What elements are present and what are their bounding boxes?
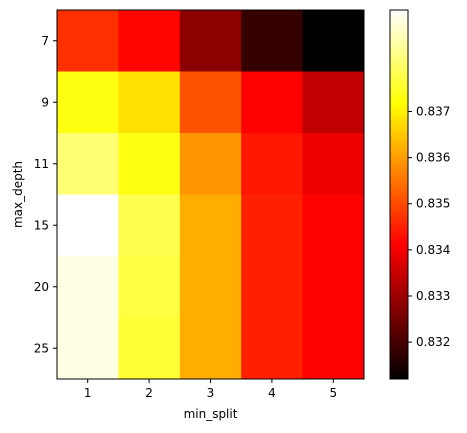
heatmap-cell	[241, 133, 304, 195]
x-tick-label: 5	[329, 386, 337, 400]
y-axis-label: max_depth	[11, 161, 25, 228]
x-tick-label: 1	[84, 386, 92, 400]
heatmap-cell	[118, 71, 181, 134]
heatmap-cell	[118, 317, 181, 380]
heatmap-cell	[302, 317, 365, 380]
heatmap-cell	[57, 133, 119, 195]
heatmap-cell	[179, 133, 242, 195]
x-tick-label: 2	[145, 386, 153, 400]
heatmap-cell	[57, 256, 119, 318]
heatmap-cell	[302, 194, 365, 257]
colorbar-tick-label: 0.834	[416, 243, 450, 257]
heatmap-cell	[302, 10, 365, 72]
heatmap-cell	[179, 256, 242, 318]
heatmap-cell	[302, 71, 365, 134]
heatmap-cell	[179, 10, 242, 72]
colorbar-tick-label: 0.833	[416, 289, 450, 303]
colorbar-tick-label: 0.835	[416, 197, 450, 211]
heatmap-cells	[57, 10, 365, 380]
y-tick-label: 9	[41, 95, 49, 109]
heatmap-cell	[118, 133, 181, 195]
colorbar	[389, 9, 409, 380]
heatmap-cell	[179, 317, 242, 380]
heatmap-cell	[241, 256, 304, 318]
y-tick-label: 25	[34, 341, 49, 355]
colorbar-tick-label: 0.832	[416, 335, 450, 349]
colorbar-tick-label: 0.836	[416, 151, 450, 165]
colorbar-tick-label: 0.837	[416, 104, 450, 118]
heatmap-cell	[118, 10, 181, 72]
heatmap-cell	[302, 256, 365, 318]
x-axis: 1 2 3 4 5	[84, 379, 337, 400]
heatmap-cell	[302, 133, 365, 195]
y-tick-label: 15	[34, 218, 49, 232]
y-tick-label: 7	[41, 34, 49, 48]
heatmap-cell	[57, 10, 119, 72]
heatmap-cell	[241, 71, 304, 134]
y-axis: 7 9 11 15 20 25	[34, 34, 57, 355]
y-tick-label: 11	[34, 157, 49, 171]
x-tick-label: 3	[207, 386, 215, 400]
heatmap-cell	[118, 194, 181, 257]
heatmap-cell	[179, 71, 242, 134]
heatmap-cell	[57, 317, 119, 380]
heatmap-cell	[241, 10, 304, 72]
x-axis-label: min_split	[184, 407, 238, 421]
heatmap-cell	[179, 194, 242, 257]
heatmap-cell	[118, 256, 181, 318]
colorbar-ticks: 0.832 0.833 0.834 0.835 0.836 0.837	[408, 104, 450, 349]
heatmap-cell	[241, 317, 304, 380]
heatmap-cell	[241, 194, 304, 257]
x-tick-label: 4	[268, 386, 276, 400]
heatmap-cell	[57, 71, 119, 134]
y-tick-label: 20	[34, 280, 49, 294]
heatmap-cell	[57, 194, 119, 257]
